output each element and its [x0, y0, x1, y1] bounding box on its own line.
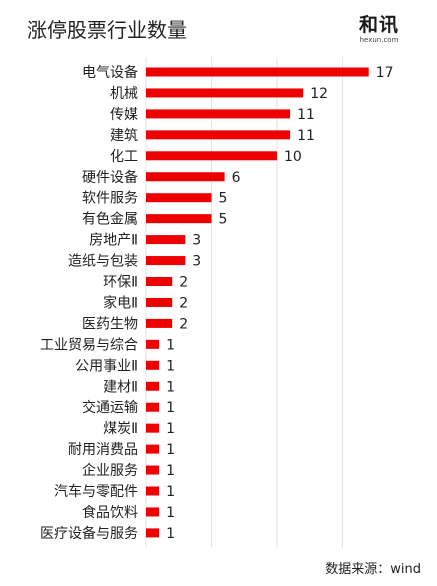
data-label: 12: [310, 86, 328, 102]
data-label: 1: [166, 337, 175, 353]
category-label: 传媒: [110, 107, 138, 123]
category-label: 建材Ⅱ: [103, 379, 138, 395]
category-label: 家电Ⅱ: [103, 294, 138, 311]
data-label: 3: [192, 254, 201, 270]
category-label: 电气设备: [82, 64, 138, 81]
bar: [146, 402, 160, 412]
category-label: 造纸与包装: [68, 254, 138, 270]
category-label: 企业服务: [82, 462, 138, 479]
category-label: 医药生物: [82, 316, 138, 332]
data-label: 1: [166, 400, 175, 416]
bar: [146, 465, 160, 475]
data-label: 1: [166, 421, 175, 437]
bar: [146, 528, 160, 538]
bar: [146, 444, 160, 454]
bar: [146, 109, 291, 119]
category-label: 交通运输: [82, 399, 138, 416]
data-label: 1: [166, 358, 175, 374]
hexun-logo: 和讯 hexun.com: [353, 14, 405, 45]
category-label: 汽车与零配件: [54, 483, 138, 500]
bar: [146, 318, 173, 328]
bar: [146, 151, 277, 161]
data-label: 11: [297, 107, 315, 123]
data-label: 2: [179, 275, 188, 291]
logo-url: hexun.com: [359, 36, 399, 44]
category-label: 公用事业Ⅱ: [75, 358, 138, 374]
category-label: 环保Ⅱ: [103, 275, 138, 291]
category-label: 医疗设备与服务: [40, 525, 138, 542]
category-label: 硬件设备: [82, 169, 138, 186]
bar: [146, 360, 160, 370]
data-label: 17: [376, 65, 394, 81]
data-label: 1: [166, 463, 175, 479]
category-label: 有色金属: [82, 211, 138, 228]
data-label: 5: [219, 212, 228, 228]
data-label: 1: [166, 526, 175, 542]
data-label: 1: [166, 442, 175, 458]
bar: [146, 486, 160, 496]
logo-text: 和讯: [358, 14, 399, 36]
data-label: 2: [179, 295, 188, 311]
category-label: 建筑: [110, 128, 138, 144]
bar: [146, 172, 225, 182]
data-label: 5: [219, 191, 228, 207]
category-label: 化工: [110, 149, 138, 165]
bar: [146, 256, 186, 266]
category-label: 煤炭Ⅱ: [103, 421, 138, 437]
category-label: 软件服务: [82, 191, 138, 207]
category-label: 机械: [110, 86, 138, 102]
bar: [146, 130, 291, 140]
data-label: 1: [166, 484, 175, 500]
category-label: 工业贸易与综合: [40, 337, 138, 353]
category-label: 房地产Ⅱ: [89, 233, 138, 249]
data-label: 1: [166, 379, 175, 395]
category-label: 耐用消费品: [68, 442, 138, 458]
data-label: 6: [232, 170, 241, 186]
data-label: 2: [179, 316, 188, 332]
bar: [146, 88, 304, 98]
data-label: 10: [284, 149, 302, 165]
bar: [146, 423, 160, 433]
chart-title: 涨停股票行业数量: [27, 18, 187, 42]
data-label: 11: [297, 128, 315, 144]
bar: [146, 297, 173, 307]
bar: [146, 381, 160, 391]
bar: [146, 214, 212, 224]
data-label: 3: [192, 233, 201, 249]
bar: [146, 507, 160, 517]
bar: [146, 67, 369, 77]
bar: [146, 277, 173, 286]
category-label: 食品饮料: [82, 504, 138, 521]
data-label: 1: [166, 505, 175, 521]
bar: [146, 339, 160, 349]
data-source: 数据来源：wind: [325, 562, 421, 577]
bar: [146, 193, 212, 203]
bar: [146, 235, 186, 245]
